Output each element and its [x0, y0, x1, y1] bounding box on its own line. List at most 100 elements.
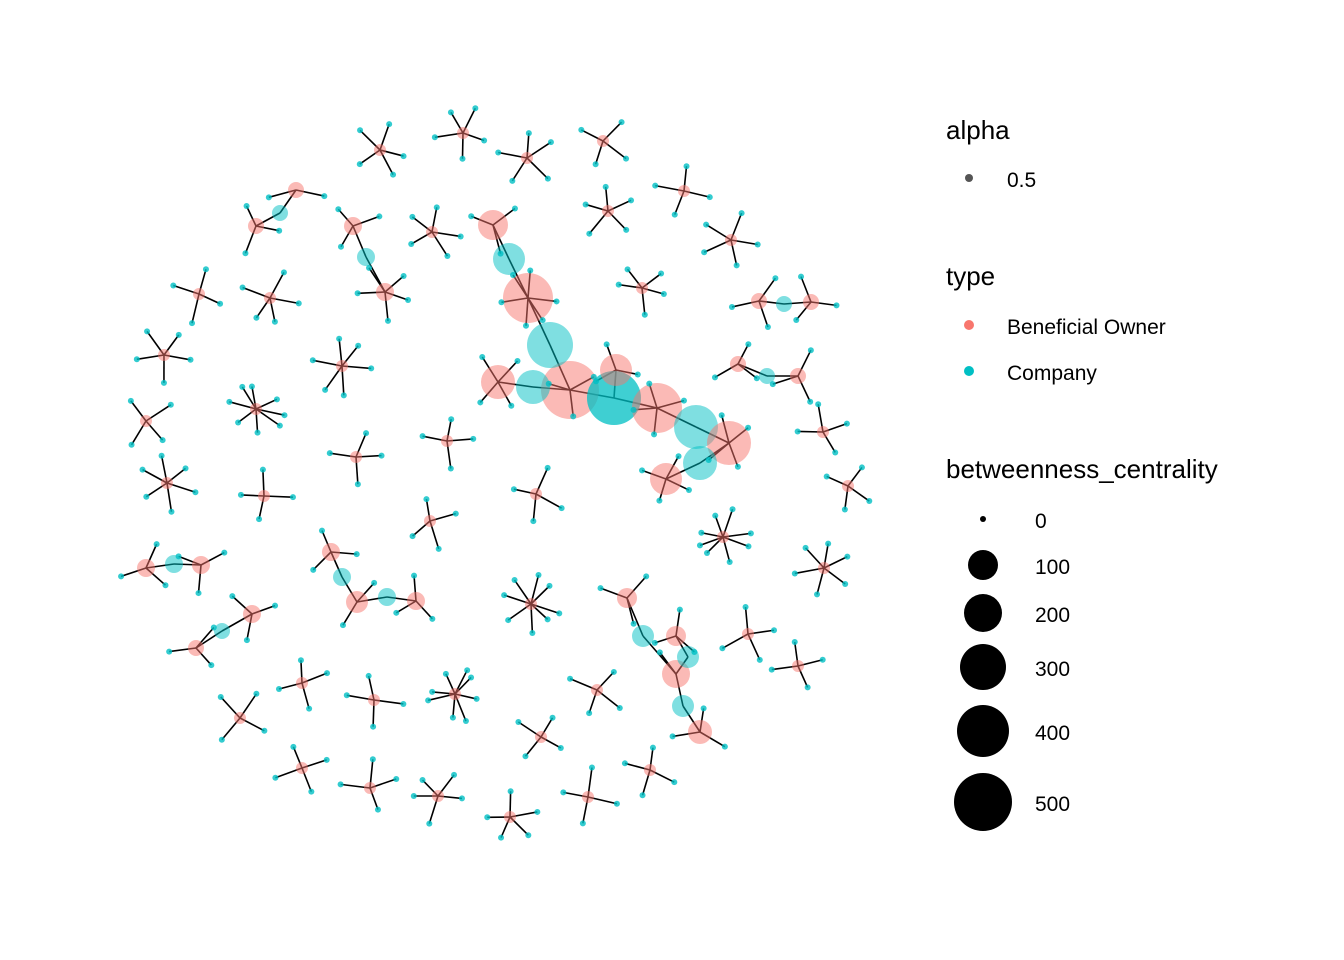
- node-company: [226, 398, 233, 405]
- node-beneficial-owner: [597, 135, 609, 147]
- node-company: [323, 756, 330, 763]
- node-company: [776, 296, 792, 312]
- node-company: [340, 392, 347, 399]
- node-company: [728, 303, 735, 310]
- legend: alpha 0.5 type Beneficial Owner Company …: [946, 115, 1218, 831]
- node-company: [449, 714, 456, 721]
- node-company: [680, 397, 687, 404]
- node-beneficial-owner: [250, 403, 262, 415]
- node-company: [588, 764, 595, 771]
- node-beneficial-owner: [818, 562, 830, 574]
- node-company: [718, 412, 725, 419]
- node-company: [632, 625, 654, 647]
- node-company: [539, 317, 546, 324]
- node-company: [815, 401, 822, 408]
- node-company: [337, 243, 344, 250]
- node-company: [624, 266, 631, 273]
- node-company: [511, 205, 518, 212]
- node-beneficial-owner: [541, 361, 599, 419]
- node-company: [719, 645, 726, 652]
- node-beneficial-owner: [137, 559, 155, 577]
- node-company: [139, 466, 146, 473]
- node-company: [447, 465, 454, 472]
- node-company: [335, 206, 342, 213]
- node-company: [804, 684, 811, 691]
- node-company: [676, 606, 683, 613]
- node-company: [630, 406, 637, 413]
- node-company: [369, 756, 376, 763]
- legend-size-key-0: [980, 516, 986, 522]
- node-company: [229, 593, 236, 600]
- node-company: [623, 226, 630, 233]
- node-company: [498, 299, 505, 306]
- node-company: [275, 685, 282, 692]
- node-company: [592, 161, 599, 168]
- node-company: [357, 127, 364, 134]
- node-company: [567, 675, 574, 682]
- node-company: [254, 429, 261, 436]
- node-company: [545, 380, 552, 387]
- node-company: [747, 530, 754, 537]
- node-company: [516, 370, 550, 404]
- node-beneficial-owner: [158, 349, 170, 361]
- node-company: [479, 353, 486, 360]
- node-company: [272, 205, 288, 221]
- node-beneficial-owner: [521, 152, 533, 164]
- node-company: [175, 331, 182, 338]
- node-company: [691, 648, 698, 655]
- node-company: [753, 375, 760, 382]
- node-company: [807, 398, 814, 405]
- node-beneficial-owner: [296, 762, 308, 774]
- node-company: [794, 428, 801, 435]
- node-company: [534, 808, 541, 815]
- node-company: [429, 688, 436, 695]
- node-company: [166, 648, 173, 655]
- node-company: [419, 777, 426, 784]
- node-company: [239, 284, 246, 291]
- node-company: [646, 380, 653, 387]
- node-company: [738, 210, 745, 217]
- node-company: [823, 473, 830, 480]
- node-company: [733, 262, 740, 269]
- node-company: [459, 155, 466, 162]
- legend-size-key-300: [960, 644, 1006, 690]
- node-company: [386, 121, 393, 128]
- node-company: [628, 197, 635, 204]
- node-company: [217, 693, 224, 700]
- node-company: [448, 416, 455, 423]
- node-beneficial-owner: [525, 598, 537, 610]
- node-beneficial-owner: [161, 477, 173, 489]
- node-company: [530, 518, 537, 525]
- node-beneficial-owner: [346, 591, 368, 613]
- node-company: [556, 610, 563, 617]
- node-company: [560, 789, 567, 796]
- node-company: [759, 368, 775, 384]
- node-company: [616, 704, 623, 711]
- node-company: [153, 541, 160, 548]
- node-company: [703, 221, 710, 228]
- node-company: [546, 582, 553, 589]
- node-beneficial-owner: [666, 626, 686, 646]
- node-company: [656, 649, 663, 656]
- node-company: [261, 727, 268, 734]
- node-beneficial-owner: [374, 144, 386, 156]
- node-beneficial-owner: [426, 226, 438, 238]
- node-company: [825, 540, 832, 547]
- node-company: [368, 365, 375, 372]
- node-company: [842, 580, 849, 587]
- node-company: [602, 183, 609, 190]
- node-company: [593, 378, 600, 385]
- node-company: [357, 248, 375, 266]
- node-beneficial-owner: [478, 210, 508, 240]
- node-company: [683, 446, 717, 480]
- legend-owner-key: [964, 320, 974, 330]
- node-company: [202, 266, 209, 273]
- node-beneficial-owner: [188, 640, 204, 656]
- node-company: [133, 356, 140, 363]
- node-company: [621, 760, 628, 767]
- node-company: [472, 105, 479, 112]
- node-company: [582, 201, 589, 208]
- node-beneficial-owner: [662, 660, 690, 688]
- node-company: [510, 486, 517, 493]
- node-company: [706, 194, 713, 201]
